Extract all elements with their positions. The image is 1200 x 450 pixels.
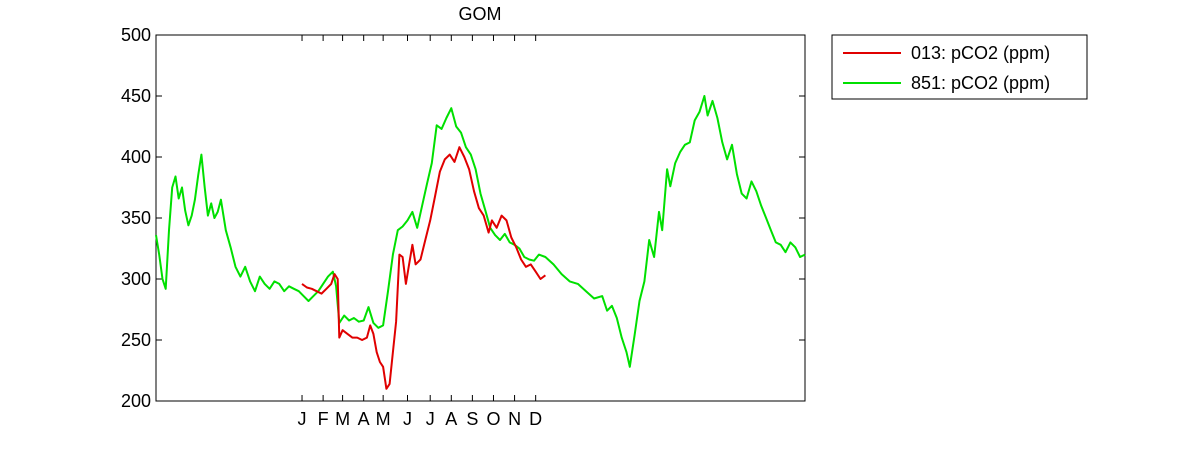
- y-tick-label: 450: [121, 86, 151, 106]
- legend-label-013: 013: pCO2 (ppm): [911, 43, 1050, 63]
- legend-label-851: 851: pCO2 (ppm): [911, 73, 1050, 93]
- y-tick-label: 350: [121, 208, 151, 228]
- x-tick-label: J: [426, 409, 435, 429]
- y-tick-label: 500: [121, 25, 151, 45]
- x-tick-label: A: [358, 409, 370, 429]
- series-line-013: [301, 146, 547, 390]
- series-line-851: [155, 95, 806, 368]
- x-tick-label: S: [466, 409, 478, 429]
- y-tick-label: 200: [121, 391, 151, 411]
- chart-title: GOM: [459, 4, 502, 24]
- series-layer: [155, 95, 806, 390]
- x-tick-label: D: [529, 409, 542, 429]
- x-tick-label: A: [445, 409, 457, 429]
- y-tick-label: 300: [121, 269, 151, 289]
- x-tick-label: J: [298, 409, 307, 429]
- legend-box: [831, 34, 1088, 100]
- x-tick-label: O: [486, 409, 500, 429]
- x-tick-label: N: [508, 409, 521, 429]
- x-tick-label: M: [335, 409, 350, 429]
- y-tick-label: 400: [121, 147, 151, 167]
- y-axis: 200 250 300 350 400 450 500: [121, 25, 805, 411]
- legend: 013: pCO2 (ppm) 851: pCO2 (ppm): [831, 34, 1088, 100]
- x-tick-label: J: [403, 409, 412, 429]
- y-tick-label: 250: [121, 330, 151, 350]
- x-tick-label: F: [318, 409, 329, 429]
- plot-area: [155, 34, 806, 402]
- x-tick-label: M: [376, 409, 391, 429]
